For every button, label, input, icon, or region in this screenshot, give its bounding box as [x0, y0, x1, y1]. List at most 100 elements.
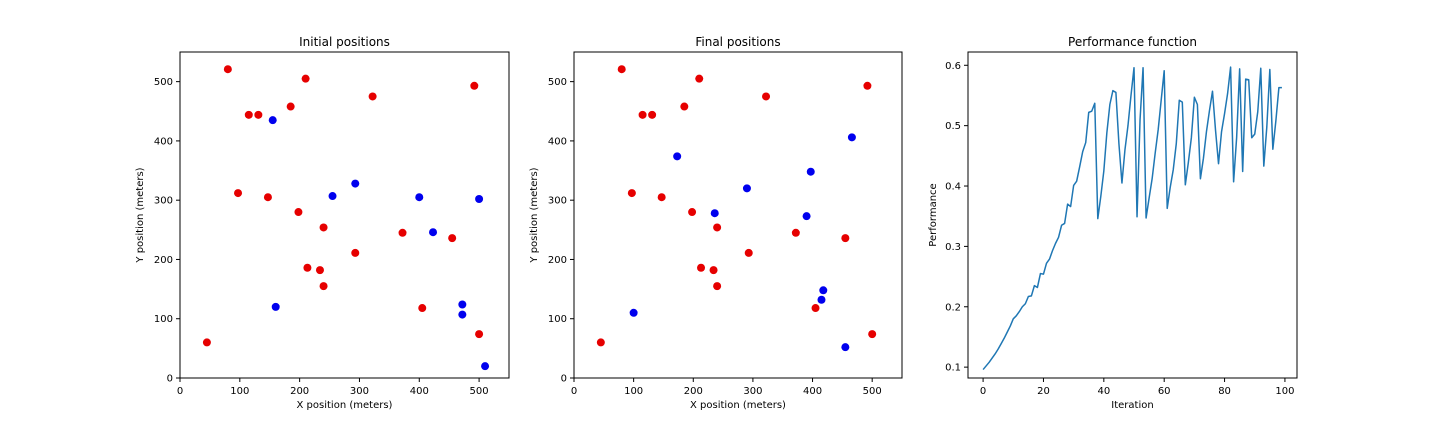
y-tick-label: 100	[548, 314, 567, 325]
scatter-point	[319, 282, 328, 291]
plot-frame	[573, 51, 903, 379]
x-tick-label: 200	[684, 386, 703, 397]
scatter-point	[762, 92, 771, 101]
scatter-point	[294, 208, 303, 217]
x-tick-label: 60	[1158, 386, 1171, 397]
y-tick-label: 200	[548, 255, 567, 266]
scatter-point	[688, 208, 697, 217]
scatter-point	[710, 209, 719, 218]
y-ticks: 0.1 0.2 0.3 0.4 0.5 0.6	[945, 61, 968, 374]
scatter-point	[629, 308, 638, 317]
scatter-point	[742, 184, 751, 193]
x-tick-label: 300	[350, 386, 369, 397]
plot-marks	[202, 65, 490, 371]
scatter-point	[223, 65, 232, 74]
scatter-point	[680, 102, 689, 111]
scatter-point	[863, 81, 872, 90]
scatter-point	[806, 167, 815, 176]
scatter-point	[268, 116, 277, 125]
x-tick-label: 400	[410, 386, 429, 397]
scatter-point	[627, 189, 636, 198]
x-tick-label: 500	[863, 386, 882, 397]
scatter-point	[596, 338, 605, 347]
x-tick-label: 80	[1218, 386, 1231, 397]
scatter-final-positions: Final positions X position (meters) Y po…	[529, 35, 903, 411]
x-tick-label: 100	[230, 386, 249, 397]
chart-title: Performance function	[1068, 35, 1197, 49]
series-line	[982, 66, 1282, 371]
x-tick-label: 100	[624, 386, 643, 397]
chart-title: Final positions	[695, 35, 780, 49]
scatter-point	[811, 304, 820, 313]
scatter-point	[254, 110, 263, 119]
x-tick-label: 20	[1037, 386, 1050, 397]
scatter-point	[791, 228, 800, 237]
plot-marks	[982, 66, 1282, 371]
y-tick-label: 400	[154, 136, 173, 147]
scatter-point	[458, 300, 467, 309]
scatter-point	[315, 266, 324, 275]
x-tick-label: 0	[177, 386, 183, 397]
y-tick-label: 0.3	[945, 242, 961, 253]
scatter-point	[695, 74, 704, 83]
scatter-point	[398, 228, 407, 237]
x-axis-label: Iteration	[1111, 400, 1153, 411]
scatter-point	[709, 266, 718, 275]
y-tick-label: 0.1	[945, 363, 961, 374]
x-tick-label: 0	[980, 386, 986, 397]
scatter-point	[244, 110, 253, 119]
chart-title: Initial positions	[299, 35, 390, 49]
scatter-point	[673, 152, 682, 161]
x-tick-label: 200	[290, 386, 309, 397]
x-tick-label: 400	[803, 386, 822, 397]
scatter-point	[475, 330, 484, 339]
x-tick-label: 0	[571, 386, 577, 397]
y-tick-label: 0	[167, 374, 173, 385]
scatter-point	[475, 194, 484, 203]
scatter-point	[657, 193, 666, 202]
scatter-point	[481, 362, 490, 371]
scatter-point	[458, 310, 467, 319]
plot-frame	[179, 51, 510, 379]
x-ticks: 0 100 200 300 400 500	[177, 378, 489, 397]
scatter-point	[817, 295, 826, 304]
scatter-point	[351, 248, 360, 257]
plot-marks	[596, 65, 877, 352]
scatter-point	[271, 302, 280, 311]
y-axis-label: Performance	[928, 183, 939, 246]
scatter-point	[847, 133, 856, 142]
y-tick-label: 100	[154, 314, 173, 325]
scatter-point	[802, 212, 811, 221]
x-tick-label: 500	[470, 386, 489, 397]
scatter-point	[202, 338, 211, 347]
scatter-point	[286, 102, 295, 111]
y-tick-label: 300	[154, 196, 173, 207]
scatter-point	[319, 223, 328, 232]
y-tick-label: 300	[548, 196, 567, 207]
y-tick-label: 0.4	[945, 182, 961, 193]
y-tick-label: 0.5	[945, 121, 961, 132]
scatter-point	[301, 74, 310, 83]
scatter-point	[819, 286, 828, 295]
y-tick-label: 200	[154, 255, 173, 266]
scatter-point	[868, 330, 877, 339]
scatter-point	[638, 110, 647, 119]
scatter-point	[448, 234, 457, 243]
x-ticks: 0 100 200 300 400 500	[571, 378, 882, 397]
y-tick-label: 0.6	[945, 61, 961, 72]
x-axis-label: X position (meters)	[690, 400, 786, 411]
line-performance-function: Performance function Iteration Performan…	[928, 35, 1298, 411]
plot-frame	[967, 51, 1298, 379]
scatter-point	[263, 193, 272, 202]
scatter-point	[841, 234, 850, 243]
y-ticks: 0 100 200 300 400 500	[548, 77, 574, 385]
scatter-point	[351, 179, 360, 188]
y-tick-label: 500	[154, 77, 173, 88]
x-axis-label: X position (meters)	[297, 400, 393, 411]
y-tick-label: 0.2	[945, 302, 961, 313]
x-tick-label: 300	[743, 386, 762, 397]
y-tick-label: 400	[548, 136, 567, 147]
scatter-point	[470, 81, 479, 90]
scatter-point	[368, 92, 377, 101]
scatter-point	[648, 110, 657, 119]
